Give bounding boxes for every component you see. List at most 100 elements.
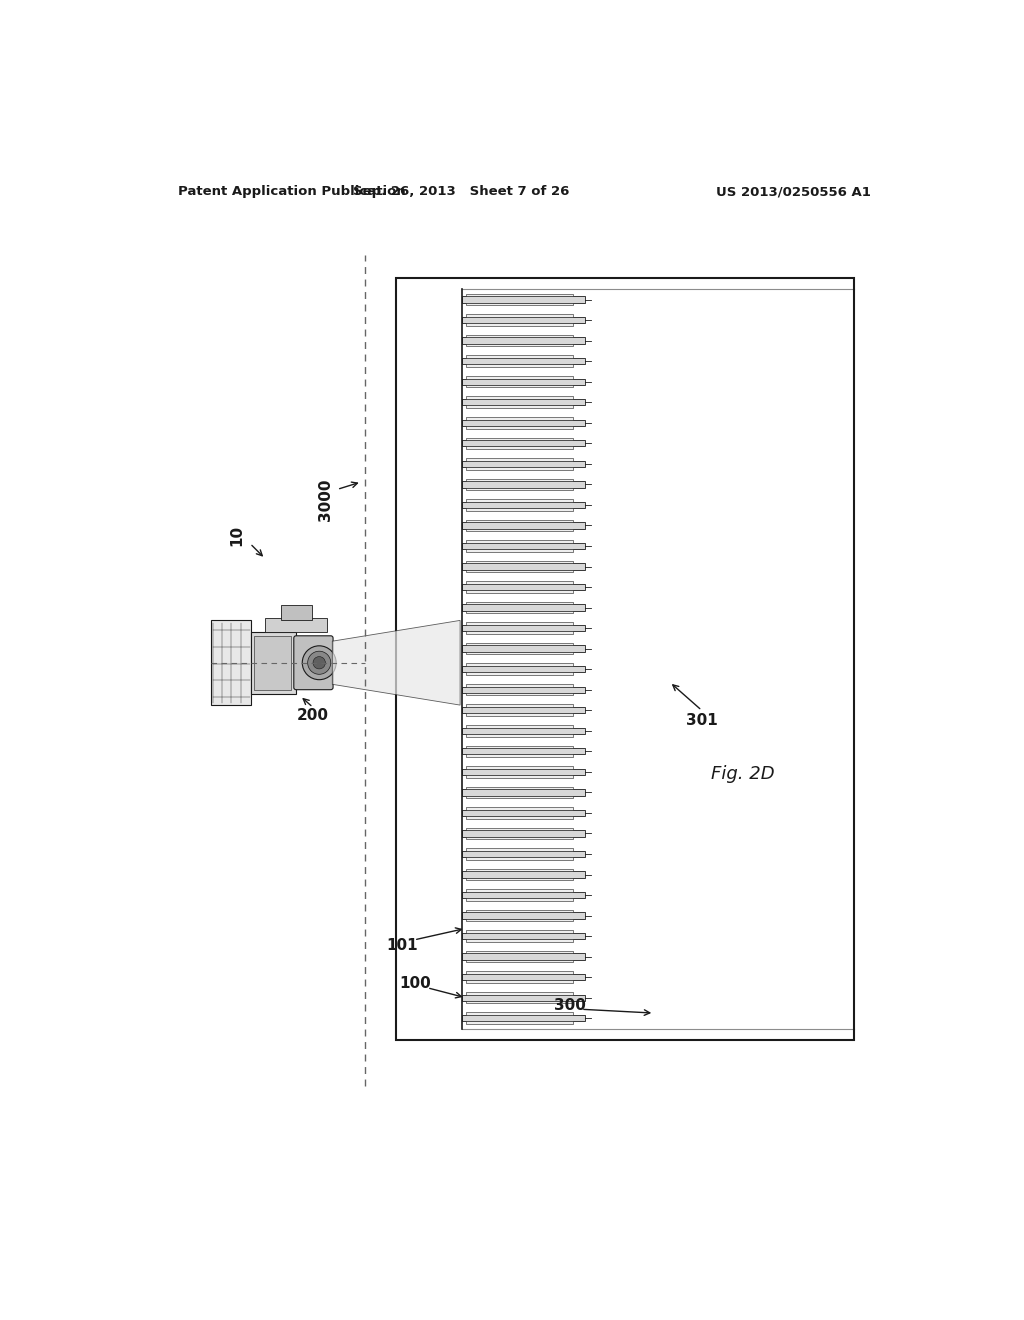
Bar xyxy=(466,355,573,358)
Bar xyxy=(466,479,573,482)
Bar xyxy=(466,643,573,645)
Bar xyxy=(462,994,585,1001)
Bar xyxy=(466,705,573,708)
Bar xyxy=(265,618,327,632)
Bar xyxy=(466,940,573,942)
Bar xyxy=(462,667,585,672)
Bar xyxy=(466,335,573,338)
Text: 300: 300 xyxy=(554,998,586,1012)
Bar xyxy=(466,909,573,912)
Text: 100: 100 xyxy=(399,977,431,991)
Bar xyxy=(466,426,573,429)
Bar xyxy=(466,437,573,440)
Bar xyxy=(462,583,585,590)
Text: 301: 301 xyxy=(686,713,718,729)
Bar xyxy=(466,302,573,305)
Bar xyxy=(466,981,573,983)
Bar xyxy=(466,323,573,326)
Bar xyxy=(462,440,585,446)
Bar xyxy=(466,725,573,727)
Bar xyxy=(466,931,573,933)
Bar xyxy=(466,467,573,470)
Bar xyxy=(462,605,585,611)
Bar xyxy=(466,1001,573,1003)
Bar xyxy=(466,684,573,686)
Bar xyxy=(462,399,585,405)
Bar xyxy=(211,620,252,705)
Bar xyxy=(466,1012,573,1015)
Bar xyxy=(462,830,585,837)
Bar xyxy=(466,458,573,461)
Text: Sep. 26, 2013   Sheet 7 of 26: Sep. 26, 2013 Sheet 7 of 26 xyxy=(353,185,569,198)
Bar xyxy=(462,708,585,713)
Bar xyxy=(462,768,585,775)
Bar xyxy=(462,317,585,323)
Bar xyxy=(466,549,573,552)
Bar xyxy=(462,892,585,898)
Bar xyxy=(396,277,854,1040)
Bar xyxy=(462,379,585,385)
Bar xyxy=(466,499,573,502)
Bar xyxy=(462,338,585,343)
Bar xyxy=(462,461,585,467)
Bar xyxy=(462,482,585,487)
Bar xyxy=(466,755,573,758)
Bar xyxy=(462,543,585,549)
Text: Patent Application Publication: Patent Application Publication xyxy=(178,185,407,198)
Bar xyxy=(466,417,573,420)
Bar xyxy=(466,622,573,624)
Text: 10: 10 xyxy=(229,525,245,546)
Bar xyxy=(462,727,585,734)
Bar xyxy=(466,849,573,851)
Circle shape xyxy=(307,651,331,675)
Bar xyxy=(466,746,573,748)
Bar xyxy=(462,912,585,919)
Text: Fig. 2D: Fig. 2D xyxy=(711,766,774,783)
Bar xyxy=(466,581,573,583)
Bar xyxy=(466,766,573,768)
Bar xyxy=(466,376,573,379)
Bar xyxy=(462,564,585,570)
Bar xyxy=(462,1015,585,1022)
Bar xyxy=(462,953,585,960)
Bar xyxy=(462,624,585,631)
Bar xyxy=(466,364,573,367)
Text: 101: 101 xyxy=(386,937,418,953)
Bar xyxy=(466,602,573,605)
Bar xyxy=(462,686,585,693)
Bar xyxy=(462,645,585,652)
Bar xyxy=(466,343,573,346)
Bar xyxy=(466,869,573,871)
Bar xyxy=(462,358,585,364)
Bar xyxy=(466,528,573,531)
Bar xyxy=(462,523,585,528)
Bar xyxy=(466,828,573,830)
Bar xyxy=(462,502,585,508)
Bar xyxy=(466,890,573,892)
Bar xyxy=(466,664,573,667)
Bar xyxy=(466,991,573,994)
Bar xyxy=(462,297,585,302)
Bar xyxy=(466,508,573,511)
Bar xyxy=(462,789,585,796)
Bar xyxy=(462,851,585,857)
Bar xyxy=(466,570,573,573)
Bar xyxy=(466,857,573,859)
Polygon shape xyxy=(333,620,460,705)
Bar xyxy=(466,1022,573,1024)
FancyBboxPatch shape xyxy=(294,636,333,689)
Bar xyxy=(466,520,573,523)
Bar xyxy=(466,898,573,900)
Text: 200: 200 xyxy=(297,708,329,722)
Bar xyxy=(254,636,291,689)
Bar xyxy=(466,314,573,317)
Bar xyxy=(462,748,585,755)
Bar xyxy=(466,396,573,399)
Bar xyxy=(466,672,573,675)
Bar xyxy=(466,487,573,490)
Circle shape xyxy=(302,645,336,680)
Bar xyxy=(466,816,573,818)
Bar xyxy=(466,837,573,840)
Bar xyxy=(466,878,573,880)
Bar xyxy=(466,385,573,388)
